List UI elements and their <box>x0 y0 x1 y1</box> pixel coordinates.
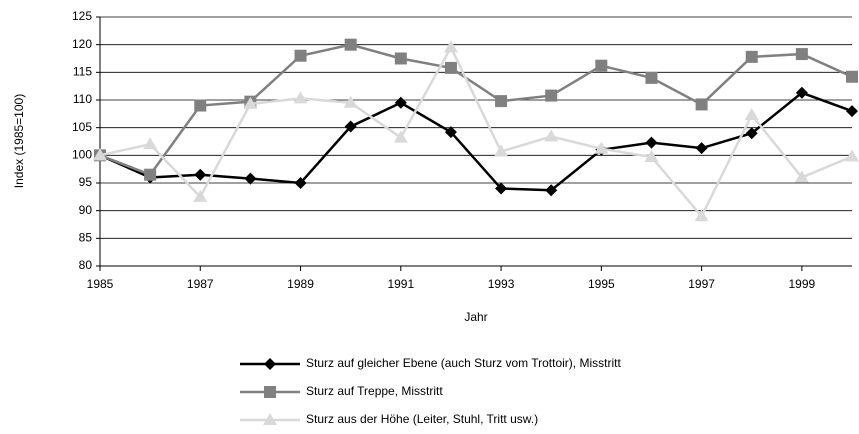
marker <box>393 130 408 143</box>
marker <box>495 95 508 108</box>
marker <box>845 149 859 162</box>
marker <box>644 149 659 162</box>
marker <box>495 182 508 195</box>
series-line <box>99 43 853 177</box>
marker <box>264 358 276 370</box>
marker <box>294 177 307 189</box>
x-tick-label: 1995 <box>588 277 615 291</box>
marker <box>695 98 708 111</box>
marker <box>293 91 308 104</box>
marker <box>394 96 407 109</box>
marker <box>193 189 208 202</box>
y-tick-label: 125 <box>72 9 92 23</box>
x-tick-label: 1999 <box>789 277 816 291</box>
marker <box>645 71 658 84</box>
x-tick-label: 1989 <box>287 277 314 291</box>
marker <box>694 209 709 222</box>
marker <box>744 107 759 120</box>
marker <box>443 40 458 53</box>
marker <box>745 127 758 140</box>
marker <box>645 136 658 149</box>
y-tick-label: 80 <box>79 258 93 272</box>
marker <box>745 50 758 63</box>
y-tick-label: 95 <box>79 175 93 189</box>
marker <box>244 172 257 185</box>
marker <box>846 70 858 83</box>
marker <box>243 96 258 109</box>
marker <box>846 105 858 118</box>
marker <box>795 86 808 99</box>
marker <box>343 95 358 108</box>
y-tick-label: 105 <box>72 120 92 134</box>
series-line <box>99 91 853 192</box>
y-tick-label: 110 <box>73 92 92 106</box>
marker <box>143 137 158 150</box>
marker <box>263 413 277 425</box>
marker <box>294 49 307 62</box>
x-tick-label: 1991 <box>387 277 414 291</box>
y-tick-label: 85 <box>79 231 93 245</box>
legend-label: Sturz auf gleicher Ebene (auch Sturz vom… <box>306 356 621 370</box>
marker <box>194 99 207 112</box>
marker <box>344 38 357 51</box>
marker <box>93 148 107 161</box>
x-tick-label: 1987 <box>187 277 214 291</box>
marker <box>444 61 457 74</box>
y-tick-label: 120 <box>72 37 92 51</box>
marker <box>594 141 609 154</box>
marker <box>264 386 276 398</box>
marker <box>795 48 808 61</box>
marker <box>545 89 558 102</box>
marker <box>545 184 558 197</box>
marker <box>544 129 559 142</box>
marker <box>794 170 809 183</box>
legend-label: Sturz auf Treppe, Misstritt <box>306 384 443 398</box>
marker <box>144 168 157 181</box>
marker <box>194 168 207 181</box>
x-tick-label: 1997 <box>688 277 715 291</box>
marker <box>494 144 509 157</box>
marker <box>695 142 708 155</box>
x-tick-label: 1993 <box>488 277 515 291</box>
marker <box>595 59 608 72</box>
y-tick-label: 100 <box>72 148 92 162</box>
marker <box>394 52 407 65</box>
marker <box>444 126 457 139</box>
y-tick-label: 115 <box>73 65 92 79</box>
y-axis-label: Index (1985=100) <box>12 94 26 188</box>
y-tick-label: 90 <box>79 203 93 217</box>
x-axis-label: Jahr <box>464 310 487 324</box>
x-tick-label: 1985 <box>87 277 114 291</box>
legend-label: Sturz aus der Höhe (Leiter, Stuhl, Tritt… <box>306 412 538 426</box>
marker <box>344 120 357 133</box>
series-line <box>99 44 853 219</box>
